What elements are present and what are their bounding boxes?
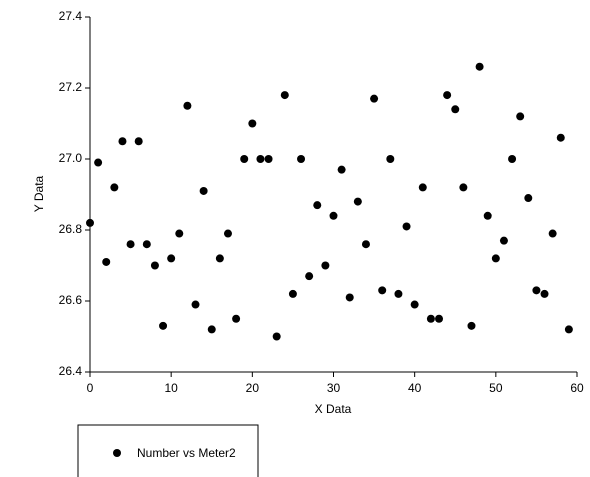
scatter-point — [143, 240, 151, 248]
x-tick-label: 0 — [87, 381, 94, 395]
legend-label: Number vs Meter2 — [137, 446, 236, 460]
scatter-point — [151, 262, 159, 270]
scatter-point — [500, 237, 508, 245]
scatter-point — [94, 159, 102, 167]
scatter-point — [305, 272, 313, 280]
scatter-point — [110, 183, 118, 191]
scatter-point — [273, 333, 281, 341]
scatter-point — [557, 134, 565, 142]
y-tick-label: 27.2 — [59, 80, 83, 94]
scatter-point — [476, 63, 484, 71]
scatter-point — [378, 286, 386, 294]
scatter-point — [484, 212, 492, 220]
scatter-point — [289, 290, 297, 298]
x-tick-label: 50 — [489, 381, 503, 395]
scatter-point — [403, 222, 411, 230]
scatter-point — [167, 254, 175, 262]
scatter-point — [183, 102, 191, 110]
scatter-point — [427, 315, 435, 323]
scatter-point — [492, 254, 500, 262]
x-tick-label: 10 — [164, 381, 178, 395]
scatter-point — [565, 325, 573, 333]
x-axis-label: X Data — [315, 402, 352, 416]
scatter-point — [451, 105, 459, 113]
scatter-point — [532, 286, 540, 294]
scatter-point — [411, 301, 419, 309]
scatter-point — [127, 240, 135, 248]
y-tick-label: 26.4 — [59, 364, 83, 378]
scatter-point — [135, 137, 143, 145]
scatter-point — [524, 194, 532, 202]
x-tick-label: 60 — [570, 381, 584, 395]
scatter-point — [208, 325, 216, 333]
scatter-point — [216, 254, 224, 262]
scatter-point — [159, 322, 167, 330]
scatter-point — [192, 301, 200, 309]
scatter-point — [362, 240, 370, 248]
scatter-point — [256, 155, 264, 163]
x-tick-label: 40 — [408, 381, 422, 395]
scatter-point — [248, 120, 256, 128]
x-tick-label: 20 — [246, 381, 260, 395]
scatter-point — [232, 315, 240, 323]
scatter-point — [370, 95, 378, 103]
scatter-point — [265, 155, 273, 163]
scatter-point — [313, 201, 321, 209]
scatter-point — [321, 262, 329, 270]
scatter-point — [354, 198, 362, 206]
y-tick-label: 26.6 — [59, 293, 83, 307]
scatter-point — [102, 258, 110, 266]
scatter-point — [200, 187, 208, 195]
scatter-point — [281, 91, 289, 99]
y-axis-label: Y Data — [32, 175, 46, 212]
scatter-point — [240, 155, 248, 163]
scatter-point — [297, 155, 305, 163]
scatter-point — [346, 293, 354, 301]
y-tick-label: 27.4 — [59, 9, 83, 23]
scatter-point — [338, 166, 346, 174]
scatter-point — [508, 155, 516, 163]
scatter-point — [175, 230, 183, 238]
chart: X Data Y Data 26.4 26.6 26.8 27.0 27.2 27.4 0 1… — [0, 0, 590, 477]
scatter-point — [118, 137, 126, 145]
x-tick-label: 30 — [327, 381, 341, 395]
scatter-point — [419, 183, 427, 191]
scatter-point — [86, 219, 94, 227]
scatter-point — [467, 322, 475, 330]
scatter-point — [549, 230, 557, 238]
legend-marker — [113, 449, 121, 457]
scatter-point — [386, 155, 394, 163]
scatter-point — [443, 91, 451, 99]
scatter-point — [224, 230, 232, 238]
y-tick-label: 26.8 — [59, 222, 83, 236]
scatter-point — [541, 290, 549, 298]
scatter-point — [459, 183, 467, 191]
scatter-point — [330, 212, 338, 220]
scatter-point — [394, 290, 402, 298]
scatter-point — [516, 112, 524, 120]
y-tick-label: 27.0 — [59, 151, 83, 165]
scatter-point — [435, 315, 443, 323]
